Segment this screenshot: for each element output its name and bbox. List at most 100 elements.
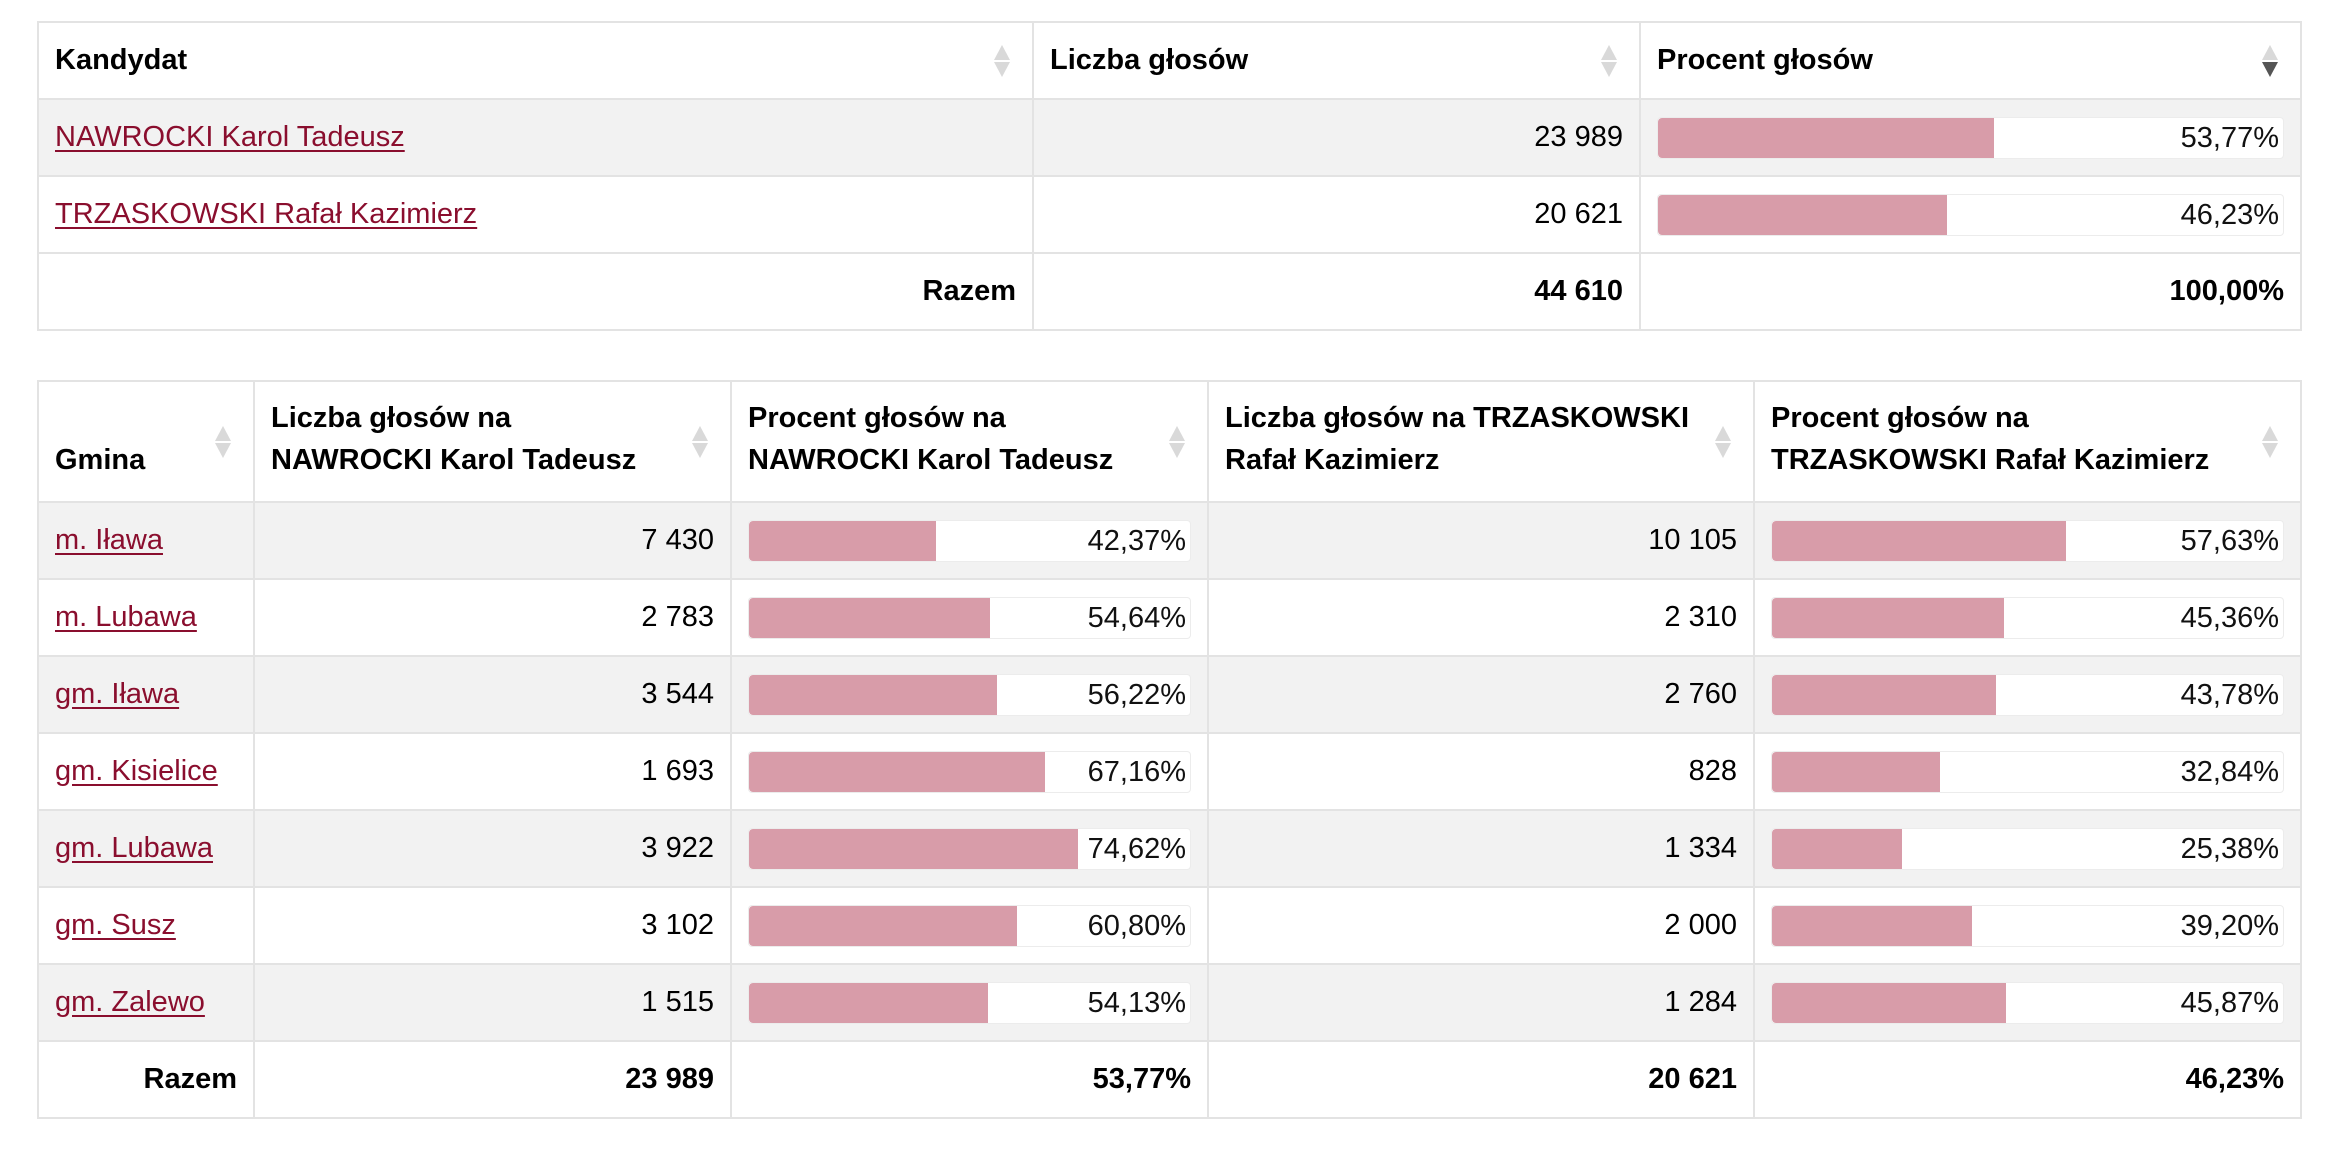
candidate-link[interactable]: TRZASKOWSKI Rafał Kazimierz: [55, 198, 478, 230]
percent-cell: 46,23%: [1639, 175, 2302, 254]
percent-value: 25,38%: [2180, 832, 2279, 865]
gmina-cell: m. Iława: [37, 501, 255, 580]
gmina-link[interactable]: m. Iława: [55, 524, 163, 556]
percent-value: 43,78%: [2180, 678, 2279, 711]
total-percent-trzaskowski: 46,23%: [1753, 1040, 2302, 1119]
header-percent[interactable]: Procent głosów: [1639, 21, 2302, 100]
percent-nawrocki-cell: 60,80%: [730, 886, 1209, 965]
percent-value: 74,62%: [1087, 832, 1186, 865]
percent-value: 54,64%: [1087, 601, 1186, 634]
percent-value: 53,77%: [2180, 121, 2279, 154]
percent-bar: 42,37%: [748, 519, 1191, 562]
percent-bar: 39,20%: [1771, 904, 2284, 947]
votes-trzaskowski-cell: 2 310: [1207, 578, 1755, 657]
total-votes: 44 610: [1032, 252, 1641, 331]
percent-bar: 57,63%: [1771, 519, 2284, 562]
percent-bar: 45,87%: [1771, 981, 2284, 1024]
header-label: Liczba głosów na TRZASKOWSKI Rafał Kazim…: [1225, 402, 1690, 476]
percent-trzaskowski-cell: 43,78%: [1753, 655, 2302, 734]
gmina-cell: gm. Susz: [37, 886, 255, 965]
votes-nawrocki-cell: 7 430: [253, 501, 732, 580]
candidate-link[interactable]: NAWROCKI Karol Tadeusz: [55, 121, 405, 153]
percent-trzaskowski-cell: 25,38%: [1753, 809, 2302, 888]
gmina-link[interactable]: gm. Kisielice: [55, 755, 218, 787]
votes-nawrocki-cell: 3 922: [253, 809, 732, 888]
municipality-table: Gmina Liczba głosów na NAWROCKI Karol Ta…: [37, 380, 2302, 1119]
header-label: Procent głosów na TRZASKOWSKI Rafał Kazi…: [1771, 402, 2210, 476]
percent-value: 54,13%: [1087, 986, 1186, 1019]
percent-value: 42,37%: [1087, 524, 1186, 557]
total-row: Razem 44 610 100,00%: [37, 252, 2302, 331]
table-row: gm. Zalewo 1 515 54,13% 1 284 45,87%: [37, 963, 2302, 1042]
header-votes-nawrocki[interactable]: Liczba głosów na NAWROCKI Karol Tadeusz: [253, 380, 732, 503]
sort-descending-icon: [2262, 44, 2278, 78]
percent-bar-fill: [749, 520, 936, 561]
percent-bar-fill: [749, 905, 1018, 946]
votes-trzaskowski-cell: 1 334: [1207, 809, 1755, 888]
percent-bar: 32,84%: [1771, 750, 2284, 793]
header-percent-trzaskowski[interactable]: Procent głosów na TRZASKOWSKI Rafał Kazi…: [1753, 380, 2302, 503]
table-row: NAWROCKI Karol Tadeusz 23 989 53,77%: [37, 98, 2302, 177]
percent-trzaskowski-cell: 45,87%: [1753, 963, 2302, 1042]
header-candidate[interactable]: Kandydat: [37, 21, 1034, 100]
percent-bar: 43,78%: [1771, 673, 2284, 716]
gmina-cell: gm. Iława: [37, 655, 255, 734]
percent-bar-fill: [1658, 117, 1995, 158]
percent-value: 56,22%: [1087, 678, 1186, 711]
percent-bar-fill: [749, 982, 988, 1023]
sort-both-icon: [2262, 425, 2278, 459]
votes-trzaskowski-cell: 828: [1207, 732, 1755, 811]
percent-bar: 25,38%: [1771, 827, 2284, 870]
gmina-cell: gm. Lubawa: [37, 809, 255, 888]
header-votes-trzaskowski[interactable]: Liczba głosów na TRZASKOWSKI Rafał Kazim…: [1207, 380, 1755, 503]
percent-bar-fill: [749, 597, 990, 638]
percent-bar: 67,16%: [748, 750, 1191, 793]
sort-both-icon: [215, 425, 231, 459]
percent-trzaskowski-cell: 45,36%: [1753, 578, 2302, 657]
header-row: Gmina Liczba głosów na NAWROCKI Karol Ta…: [37, 380, 2302, 503]
header-percent-nawrocki[interactable]: Procent głosów na NAWROCKI Karol Tadeusz: [730, 380, 1209, 503]
header-label: Liczba głosów: [1050, 44, 1249, 76]
total-votes-trzaskowski: 20 621: [1207, 1040, 1755, 1119]
header-gmina[interactable]: Gmina: [37, 380, 255, 503]
percent-bar-fill: [749, 674, 997, 715]
header-label: Kandydat: [55, 44, 188, 76]
percent-bar-fill: [1772, 982, 2007, 1023]
gmina-cell: gm. Zalewo: [37, 963, 255, 1042]
votes-trzaskowski-cell: 2 760: [1207, 655, 1755, 734]
votes-nawrocki-cell: 1 515: [253, 963, 732, 1042]
sort-both-icon: [692, 425, 708, 459]
gmina-link[interactable]: gm. Susz: [55, 909, 176, 941]
gmina-link[interactable]: gm. Lubawa: [55, 832, 213, 864]
gmina-cell: m. Lubawa: [37, 578, 255, 657]
votes-trzaskowski-cell: 1 284: [1207, 963, 1755, 1042]
total-votes-nawrocki: 23 989: [253, 1040, 732, 1119]
percent-bar: 56,22%: [748, 673, 1191, 716]
gmina-link[interactable]: gm. Zalewo: [55, 986, 205, 1018]
percent-bar: 60,80%: [748, 904, 1191, 947]
percent-bar: 45,36%: [1771, 596, 2284, 639]
votes-nawrocki-cell: 1 693: [253, 732, 732, 811]
percent-nawrocki-cell: 56,22%: [730, 655, 1209, 734]
votes-trzaskowski-cell: 2 000: [1207, 886, 1755, 965]
gmina-cell: gm. Kisielice: [37, 732, 255, 811]
percent-bar-fill: [1772, 905, 1973, 946]
percent-cell: 53,77%: [1639, 98, 2302, 177]
percent-bar: 53,77%: [1657, 116, 2284, 159]
percent-nawrocki-cell: 67,16%: [730, 732, 1209, 811]
header-label: Gmina: [55, 444, 146, 476]
header-label: Procent głosów: [1657, 44, 1873, 76]
header-label: Liczba głosów na NAWROCKI Karol Tadeusz: [271, 402, 637, 476]
gmina-link[interactable]: m. Lubawa: [55, 601, 197, 633]
percent-nawrocki-cell: 74,62%: [730, 809, 1209, 888]
sort-both-icon: [994, 44, 1010, 78]
percent-value: 67,16%: [1087, 755, 1186, 788]
table-row: m. Iława 7 430 42,37% 10 105 57,63%: [37, 501, 2302, 580]
percent-bar-fill: [1772, 828, 1902, 869]
header-votes[interactable]: Liczba głosów: [1032, 21, 1641, 100]
percent-value: 46,23%: [2180, 198, 2279, 231]
gmina-link[interactable]: gm. Iława: [55, 678, 180, 710]
percent-trzaskowski-cell: 32,84%: [1753, 732, 2302, 811]
percent-bar-fill: [749, 751, 1046, 792]
table-row: gm. Kisielice 1 693 67,16% 828 32,84%: [37, 732, 2302, 811]
